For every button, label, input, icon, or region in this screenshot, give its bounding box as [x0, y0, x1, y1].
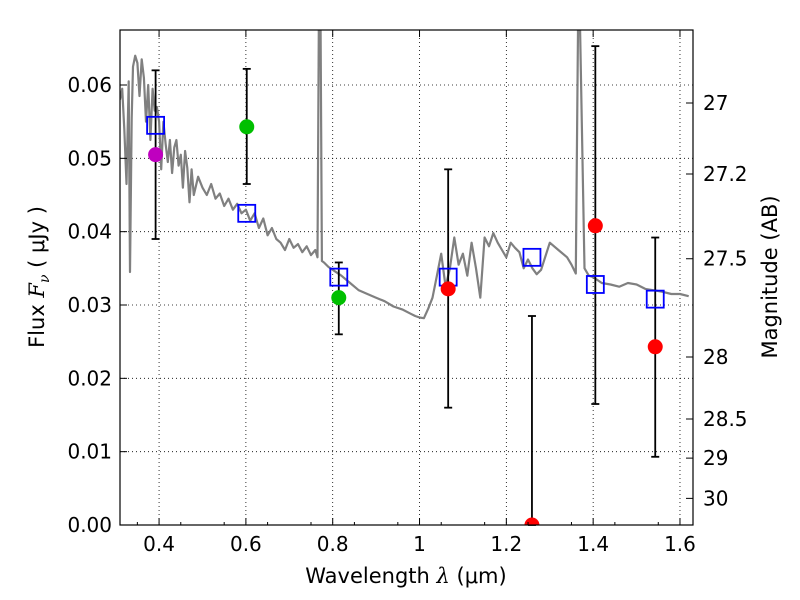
y-tick-label: 0.01	[67, 440, 112, 464]
sed-model-layer	[120, 30, 689, 320]
grid	[120, 30, 693, 526]
model-point	[585, 275, 605, 294]
x-tick-label: 1.2	[490, 532, 522, 556]
x-axis-label: Wavelength λ (μm)	[305, 564, 506, 588]
y-tick-label: 0.05	[67, 146, 112, 170]
x-tick-label: 0.8	[317, 532, 349, 556]
y-tick-label: 0.00	[67, 513, 112, 537]
x-tick-label: 1.6	[664, 532, 696, 556]
observed-point	[647, 339, 663, 355]
observed-point	[239, 119, 255, 135]
plot-area	[120, 30, 693, 525]
model-point	[645, 289, 665, 309]
x-tick-label: 0.4	[143, 532, 175, 556]
axis-ticks: 0.4 0.6 0.8 1 1.2 1.4 1.6 0.00 0.01 0.02 0.03 0.04 0…	[67, 30, 748, 556]
mag-tick-label: 28	[703, 345, 728, 369]
y-axis-label: Flux Fν ( μJy )	[25, 206, 53, 348]
y2-axis-label: Magnitude (AB)	[758, 195, 782, 358]
model-point	[329, 267, 349, 287]
observed-point	[440, 281, 456, 297]
observed-point	[148, 147, 164, 163]
x-tick-label: 1	[413, 532, 426, 556]
mag-tick-label: 30	[703, 486, 728, 510]
x-tick-label: 1.4	[577, 532, 609, 556]
model-point	[522, 247, 542, 267]
observed-point	[331, 290, 347, 306]
y-tick-label: 0.02	[67, 366, 112, 390]
model-marker-layer	[146, 115, 665, 309]
y-tick-label: 0.03	[67, 293, 112, 317]
mag-tick-label: 27.5	[703, 247, 748, 271]
mag-tick-label: 28.5	[703, 407, 748, 431]
observed-point	[587, 218, 603, 234]
model-point	[237, 203, 257, 223]
y-tick-label: 0.06	[67, 73, 112, 97]
mag-tick-label: 27.2	[703, 162, 748, 186]
x-tick-label: 0.6	[230, 532, 262, 556]
model-point	[146, 115, 165, 135]
mag-tick-label: 29	[703, 446, 728, 470]
y-tick-label: 0.04	[67, 220, 112, 244]
plot-frame	[119, 29, 694, 526]
mag-tick-label: 27	[703, 91, 728, 115]
sed-model-line	[120, 30, 689, 320]
